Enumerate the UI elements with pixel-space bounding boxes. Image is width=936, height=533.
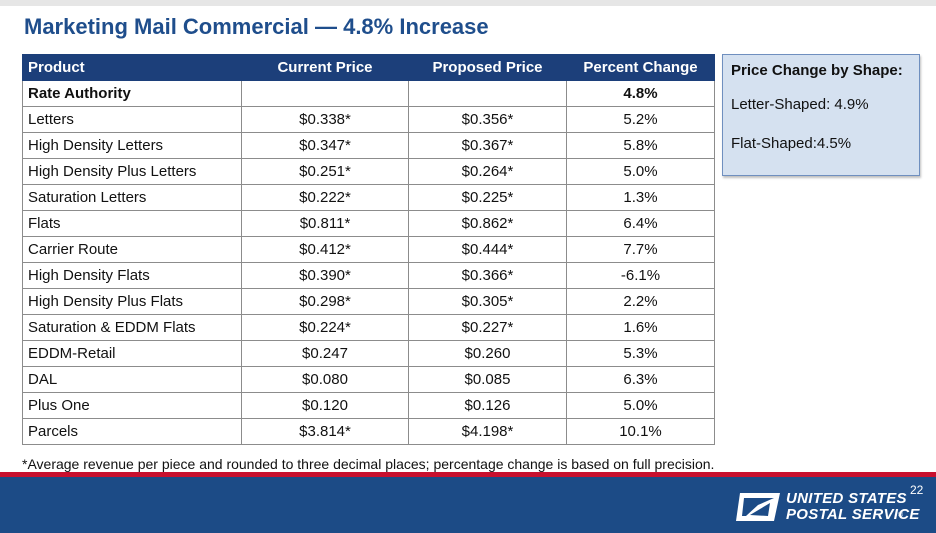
table-row: High Density Plus Flats $0.298* $0.305* 2.2… xyxy=(22,288,715,315)
cell-current-price: $0.390* xyxy=(241,262,409,289)
cell-current-price: $0.298* xyxy=(241,288,409,315)
table-row: Saturation Letters $0.222* $0.225* 1.3% xyxy=(22,184,715,211)
cell-product: Letters xyxy=(22,106,242,133)
table-row: Flats $0.811* $0.862* 6.4% xyxy=(22,210,715,237)
cell-percent-change: 10.1% xyxy=(566,418,715,445)
cell-current-price: $0.811* xyxy=(241,210,409,237)
table-row: High Density Plus Letters $0.251* $0.264* 5… xyxy=(22,158,715,185)
cell-product: High Density Flats xyxy=(22,262,242,289)
cell-percent-change: 5.2% xyxy=(566,106,715,133)
header-current-price: Current Price xyxy=(241,54,409,81)
cell-current-price: $0.222* xyxy=(241,184,409,211)
cell-proposed-price: $0.356* xyxy=(408,106,567,133)
brand-line-2: POSTAL SERVICE xyxy=(786,506,920,523)
cell-proposed-price: $0.225* xyxy=(408,184,567,211)
cell-current-price: $0.247 xyxy=(241,340,409,367)
cell-percent-change: 1.6% xyxy=(566,314,715,341)
cell-current-price: $0.080 xyxy=(241,366,409,393)
cell-percent-change: 5.0% xyxy=(566,158,715,185)
table-row: Saturation & EDDM Flats $0.224* $0.227* 1.6… xyxy=(22,314,715,341)
cell-proposed-price xyxy=(408,80,567,107)
cell-current-price: $0.251* xyxy=(241,158,409,185)
cell-proposed-price: $0.366* xyxy=(408,262,567,289)
cell-percent-change: 6.3% xyxy=(566,366,715,393)
price-table: Product Current Price Proposed Price Per… xyxy=(22,54,715,445)
price-change-by-shape-box: Price Change by Shape: Letter-Shaped: 4.… xyxy=(722,54,920,176)
table-row: Plus One $0.120 $0.126 5.0% xyxy=(22,392,715,419)
header-product: Product xyxy=(22,54,242,81)
table-row: Parcels $3.814* $4.198* 10.1% xyxy=(22,418,715,445)
cell-product: High Density Letters xyxy=(22,132,242,159)
cell-current-price xyxy=(241,80,409,107)
cell-percent-change: 1.3% xyxy=(566,184,715,211)
cell-proposed-price: $0.305* xyxy=(408,288,567,315)
header-percent-change: Percent Change xyxy=(566,54,715,81)
cell-proposed-price: $0.085 xyxy=(408,366,567,393)
flat-shaped-change: Flat-Shaped:4.5% xyxy=(731,135,852,152)
shape-box-heading: Price Change by Shape: xyxy=(731,62,903,79)
header-proposed-price: Proposed Price xyxy=(408,54,567,81)
cell-product: Carrier Route xyxy=(22,236,242,263)
cell-proposed-price: $4.198* xyxy=(408,418,567,445)
cell-proposed-price: $0.862* xyxy=(408,210,567,237)
cell-product: Saturation & EDDM Flats xyxy=(22,314,242,341)
footnote: *Average revenue per piece and rounded t… xyxy=(22,456,715,472)
cell-product: Saturation Letters xyxy=(22,184,242,211)
brand-line-1: UNITED STATES xyxy=(786,490,907,507)
cell-percent-change: 5.0% xyxy=(566,392,715,419)
cell-product: High Density Plus Flats xyxy=(22,288,242,315)
cell-product: Flats xyxy=(22,210,242,237)
table-row: High Density Letters $0.347* $0.367* 5.8% xyxy=(22,132,715,159)
cell-percent-change: 6.4% xyxy=(566,210,715,237)
slide-title: Marketing Mail Commercial — 4.8% Increas… xyxy=(24,14,489,39)
footer-bar: UNITED STATES POSTAL SERVICE ® 22 xyxy=(0,472,936,533)
cell-percent-change: 7.7% xyxy=(566,236,715,263)
cell-current-price: $0.224* xyxy=(241,314,409,341)
cell-proposed-price: $0.227* xyxy=(408,314,567,341)
cell-percent-change: 5.3% xyxy=(566,340,715,367)
cell-current-price: $0.338* xyxy=(241,106,409,133)
cell-current-price: $0.347* xyxy=(241,132,409,159)
cell-product: Rate Authority xyxy=(22,80,242,107)
table-row: Letters $0.338* $0.356* 5.2% xyxy=(22,106,715,133)
letter-shaped-change: Letter-Shaped: 4.9% xyxy=(731,96,869,113)
cell-current-price: $3.814* xyxy=(241,418,409,445)
table-row: EDDM-Retail $0.247 $0.260 5.3% xyxy=(22,340,715,367)
cell-percent-change: 5.8% xyxy=(566,132,715,159)
table-header-row: Product Current Price Proposed Price Per… xyxy=(22,54,715,81)
cell-percent-change: 4.8% xyxy=(566,80,715,107)
cell-proposed-price: $0.444* xyxy=(408,236,567,263)
cell-product: Parcels xyxy=(22,418,242,445)
cell-product: DAL xyxy=(22,366,242,393)
cell-percent-change: -6.1% xyxy=(566,262,715,289)
footer-red-stripe xyxy=(0,472,936,477)
cell-proposed-price: $0.264* xyxy=(408,158,567,185)
cell-current-price: $0.412* xyxy=(241,236,409,263)
eagle-logo-icon xyxy=(736,493,780,521)
table-row: Carrier Route $0.412* $0.444* 7.7% xyxy=(22,236,715,263)
cell-product: Plus One xyxy=(22,392,242,419)
table-row: High Density Flats $0.390* $0.366* -6.1% xyxy=(22,262,715,289)
registered-mark: ® xyxy=(898,512,904,519)
cell-proposed-price: $0.260 xyxy=(408,340,567,367)
cell-product: High Density Plus Letters xyxy=(22,158,242,185)
page-number: 22 xyxy=(910,483,924,497)
table-row: Rate Authority 4.8% xyxy=(22,80,715,107)
cell-proposed-price: $0.367* xyxy=(408,132,567,159)
cell-product: EDDM-Retail xyxy=(22,340,242,367)
cell-current-price: $0.120 xyxy=(241,392,409,419)
cell-percent-change: 2.2% xyxy=(566,288,715,315)
table-row: DAL $0.080 $0.085 6.3% xyxy=(22,366,715,393)
cell-proposed-price: $0.126 xyxy=(408,392,567,419)
top-strip xyxy=(0,0,936,6)
